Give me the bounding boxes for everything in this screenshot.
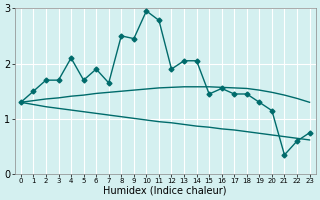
- X-axis label: Humidex (Indice chaleur): Humidex (Indice chaleur): [103, 186, 227, 196]
